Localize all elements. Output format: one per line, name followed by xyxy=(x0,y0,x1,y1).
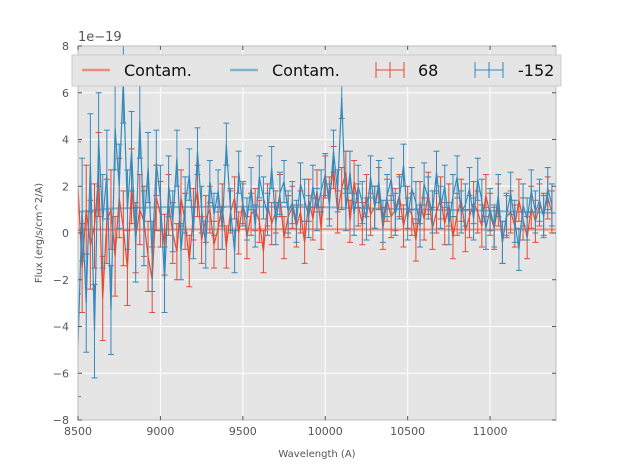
legend-label: Contam. xyxy=(272,61,340,80)
y-tick-label: 8 xyxy=(62,40,69,53)
y-axis-title: Flux (erg/s/cm^2/A) xyxy=(34,183,45,283)
legend-label: -152 xyxy=(518,61,554,80)
x-tick-label: 8500 xyxy=(64,425,92,438)
y-tick-label: −2 xyxy=(53,274,69,287)
y-tick-label: 4 xyxy=(62,134,69,147)
y-tick-label: −6 xyxy=(53,367,69,380)
x-tick-label: 11000 xyxy=(473,425,508,438)
spectrum-line xyxy=(78,167,553,299)
x-tick-label: 9000 xyxy=(146,425,174,438)
x-axis-title: Wavelength (A) xyxy=(278,449,355,460)
series-marks xyxy=(78,46,556,398)
legend: Contam. Contam. 68 -152 xyxy=(71,54,562,87)
x-tick-label: 9500 xyxy=(229,425,257,438)
x-tick-label: 10000 xyxy=(308,425,343,438)
legend-label: Contam. xyxy=(124,61,192,80)
y-scale-offset: 1e−19 xyxy=(78,30,122,45)
x-tick-label: 10500 xyxy=(390,425,425,438)
y-tick-label: 6 xyxy=(62,87,69,100)
legend-label: 68 xyxy=(418,61,438,80)
spectrum-line xyxy=(78,81,553,346)
y-tick-label: −4 xyxy=(53,321,69,334)
series-3 xyxy=(78,46,555,398)
y-tick-label: 2 xyxy=(62,180,69,193)
y-tick-label: 0 xyxy=(62,227,69,240)
y-tick-label: −8 xyxy=(53,414,69,427)
